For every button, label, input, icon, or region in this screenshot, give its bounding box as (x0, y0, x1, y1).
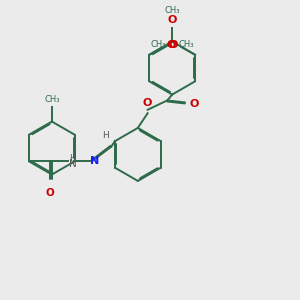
Text: CH₃: CH₃ (179, 40, 194, 50)
Text: N: N (90, 156, 100, 166)
Text: O: O (143, 98, 152, 108)
Text: CH₃: CH₃ (164, 6, 180, 15)
Text: O: O (190, 99, 199, 110)
Text: CH₃: CH₃ (44, 95, 60, 104)
Text: CH₃: CH₃ (150, 40, 166, 50)
Text: N: N (69, 159, 77, 169)
Text: O: O (167, 40, 176, 50)
Text: O: O (46, 188, 54, 198)
Text: O: O (167, 15, 177, 25)
Text: O: O (168, 40, 178, 50)
Text: H: H (102, 131, 109, 140)
Text: H: H (69, 154, 76, 163)
